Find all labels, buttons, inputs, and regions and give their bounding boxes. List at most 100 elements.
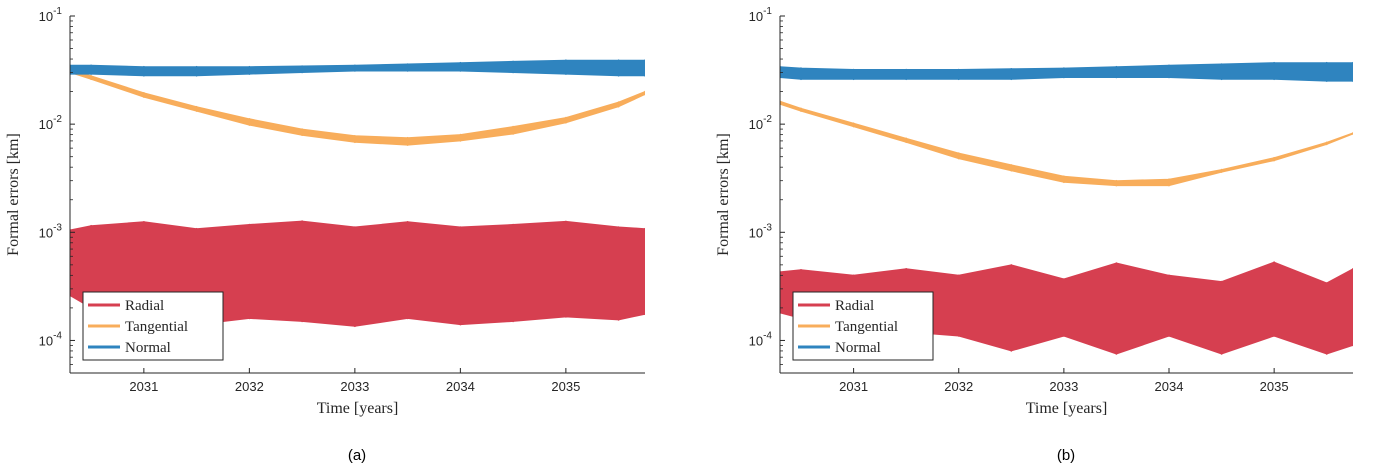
- data-point-radial-upper-2: [852, 274, 855, 277]
- data-point-tangential-upper-7: [406, 136, 409, 139]
- data-point-normal-lower-3: [195, 75, 198, 77]
- panel-caption: (b): [1057, 447, 1075, 464]
- data-point-normal-lower-5: [301, 71, 303, 74]
- data-point-tangential-upper-4: [248, 118, 251, 120]
- data-point-normal-lower-11: [1325, 80, 1328, 82]
- y-tick-base: 10: [749, 117, 763, 132]
- data-point-tangential-upper-1: [800, 107, 802, 110]
- data-point-tangential-lower-11: [1325, 143, 1328, 146]
- data-point-radial-lower-6: [1063, 335, 1065, 337]
- data-point-normal-upper-8: [459, 61, 462, 64]
- data-point-normal-upper-3: [905, 68, 907, 71]
- data-point-tangential-lower-12: [644, 93, 645, 96]
- data-point-radial-upper-9: [1220, 280, 1223, 283]
- chart-panel-b: 2031 2032 2033 2034 203510-410-310-210-1Time…: [715, 6, 1353, 464]
- x-tick-label: 2032: [235, 379, 264, 394]
- y-tick-label: 10-1: [749, 6, 773, 24]
- data-point-radial-lower-7: [1115, 353, 1118, 355]
- data-point-normal-lower-7: [406, 70, 409, 72]
- data-point-normal-lower-3: [905, 78, 907, 81]
- data-point-normal-upper-10: [565, 59, 567, 61]
- series-normal: [780, 61, 1353, 82]
- data-point-tangential-upper-8: [459, 133, 462, 136]
- data-point-radial-upper-12: [1352, 268, 1353, 270]
- data-point-normal-upper-2: [852, 68, 855, 71]
- data-point-normal-upper-9: [1220, 63, 1223, 65]
- y-tick-exponent: -3: [763, 222, 772, 233]
- y-tick-base: 10: [749, 333, 763, 348]
- data-point-normal-lower-8: [1168, 76, 1170, 79]
- data-point-tangential-upper-2: [143, 92, 145, 94]
- data-point-radial-lower-6: [354, 325, 356, 328]
- x-tick-label: 2035: [1260, 379, 1289, 394]
- data-point-radial-lower-4: [248, 317, 251, 320]
- data-point-normal-upper-11: [617, 59, 620, 61]
- data-point-tangential-lower-5: [1010, 170, 1013, 172]
- data-point-tangential-lower-2: [143, 96, 145, 98]
- data-point-tangential-lower-1: [90, 78, 92, 81]
- data-point-normal-upper-1: [90, 64, 92, 67]
- data-point-radial-lower-5: [1010, 350, 1013, 352]
- data-point-normal-upper-6: [354, 64, 356, 67]
- y-tick-label: 10-4: [749, 330, 773, 348]
- data-point-normal-upper-12: [644, 59, 645, 61]
- y-axis-label: Formal errors [km]: [715, 133, 732, 256]
- y-tick-base: 10: [39, 9, 53, 24]
- y-tick-base: 10: [749, 225, 763, 240]
- data-point-normal-upper-10: [1273, 61, 1275, 64]
- series-tangential: [780, 100, 1353, 187]
- x-tick-label: 2031: [839, 379, 868, 394]
- legend: Radial Tangential Normal: [792, 291, 934, 361]
- data-point-normal-upper-7: [1115, 65, 1118, 68]
- data-point-tangential-upper-1: [90, 75, 92, 77]
- legend: Radial Tangential Normal: [82, 291, 224, 361]
- data-point-tangential-upper-5: [1010, 164, 1013, 166]
- data-point-tangential-lower-12: [1352, 133, 1353, 135]
- data-point-tangential-upper-3: [905, 137, 907, 140]
- data-point-normal-lower-12: [1352, 80, 1353, 82]
- data-point-normal-lower-10: [565, 73, 567, 75]
- data-point-radial-upper-1: [90, 224, 92, 227]
- series-band-normal: [780, 62, 1353, 82]
- data-point-tangential-upper-5: [301, 128, 303, 130]
- legend-label-radial: Radial: [125, 298, 164, 314]
- data-point-normal-lower-4: [248, 73, 251, 75]
- data-point-tangential-upper-11: [1325, 141, 1328, 144]
- data-point-tangential-lower-3: [905, 141, 907, 144]
- legend-label-tangential: Tangential: [835, 319, 898, 335]
- legend-label-normal: Normal: [125, 340, 171, 356]
- y-tick-exponent: -2: [763, 114, 772, 125]
- data-point-tangential-upper-11: [617, 101, 620, 103]
- data-point-normal-lower-9: [1220, 78, 1223, 81]
- data-point-normal-lower-8: [459, 70, 462, 72]
- data-point-radial-upper-6: [1063, 278, 1065, 280]
- x-tick-label: 2031: [129, 379, 158, 394]
- x-tick-label: 2034: [1155, 379, 1184, 394]
- data-point-tangential-lower-4: [957, 157, 960, 160]
- x-tick-label: 2032: [944, 379, 973, 394]
- data-point-radial-upper-4: [248, 223, 251, 226]
- data-point-radial-upper-12: [644, 227, 645, 230]
- data-point-radial-lower-11: [1325, 353, 1328, 355]
- data-point-normal-upper-9: [512, 60, 514, 63]
- y-tick-label: 10-3: [39, 222, 63, 240]
- data-point-normal-upper-3: [195, 65, 198, 68]
- x-axis-label: Time [years]: [317, 400, 399, 417]
- data-point-tangential-lower-11: [617, 105, 620, 108]
- data-point-tangential-upper-10: [565, 116, 567, 119]
- data-point-radial-upper-7: [406, 221, 409, 223]
- data-point-radial-lower-9: [512, 320, 514, 323]
- data-point-normal-lower-11: [617, 75, 620, 77]
- data-point-tangential-lower-9: [512, 133, 514, 135]
- data-point-normal-lower-6: [354, 70, 356, 72]
- data-point-normal-lower-10: [1273, 78, 1275, 81]
- y-tick-exponent: -4: [53, 330, 62, 341]
- y-tick-label: 10-2: [39, 114, 63, 132]
- data-point-tangential-upper-9: [1220, 168, 1223, 171]
- data-point-radial-upper-1: [800, 269, 802, 271]
- x-tick-label: 2035: [551, 379, 580, 394]
- data-point-radial-lower-4: [957, 335, 960, 337]
- data-point-tangential-upper-12: [644, 90, 645, 93]
- series-tangential: [70, 68, 645, 146]
- x-tick-label: 2033: [1049, 379, 1078, 394]
